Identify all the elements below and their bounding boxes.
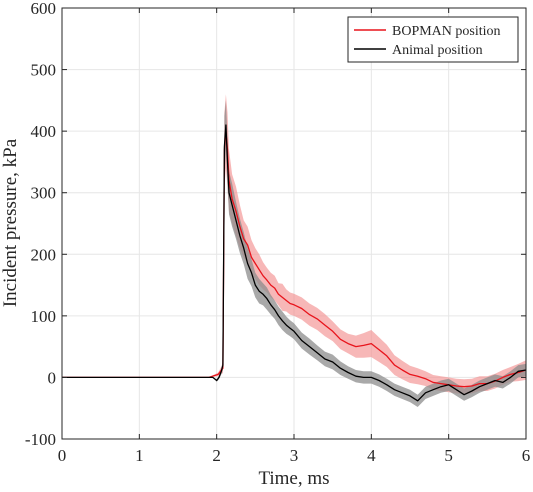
x-tick-label: 2 (212, 446, 221, 465)
x-tick-label: 5 (444, 446, 453, 465)
x-axis-title: Time, ms (258, 468, 329, 489)
legend-label-bopman: BOPMAN position (392, 24, 501, 39)
x-tick-label: 1 (135, 446, 144, 465)
y-tick-label: 0 (48, 368, 57, 387)
series-line-bopman (62, 130, 527, 388)
y-tick-label: -100 (25, 430, 56, 449)
series-line-animal (62, 124, 527, 402)
legend-box (347, 16, 519, 63)
y-tick-label: 200 (31, 245, 57, 264)
y-tick-label: 100 (31, 307, 57, 326)
y-tick-label: 500 (31, 61, 57, 80)
x-tick-label: 6 (522, 446, 531, 465)
y-tick-label: 600 (31, 0, 57, 18)
series-lines (62, 124, 527, 402)
legend: BOPMAN position Animal position (347, 16, 519, 63)
y-tick-label: 300 (31, 184, 57, 203)
x-tick-label: 3 (290, 446, 299, 465)
x-tick-label: 0 (58, 446, 67, 465)
legend-label-animal: Animal position (392, 43, 483, 58)
y-axis-title: Incident pressure, kPa (0, 138, 21, 307)
y-tick-label: 400 (31, 122, 57, 141)
x-tick-label: 4 (367, 446, 376, 465)
